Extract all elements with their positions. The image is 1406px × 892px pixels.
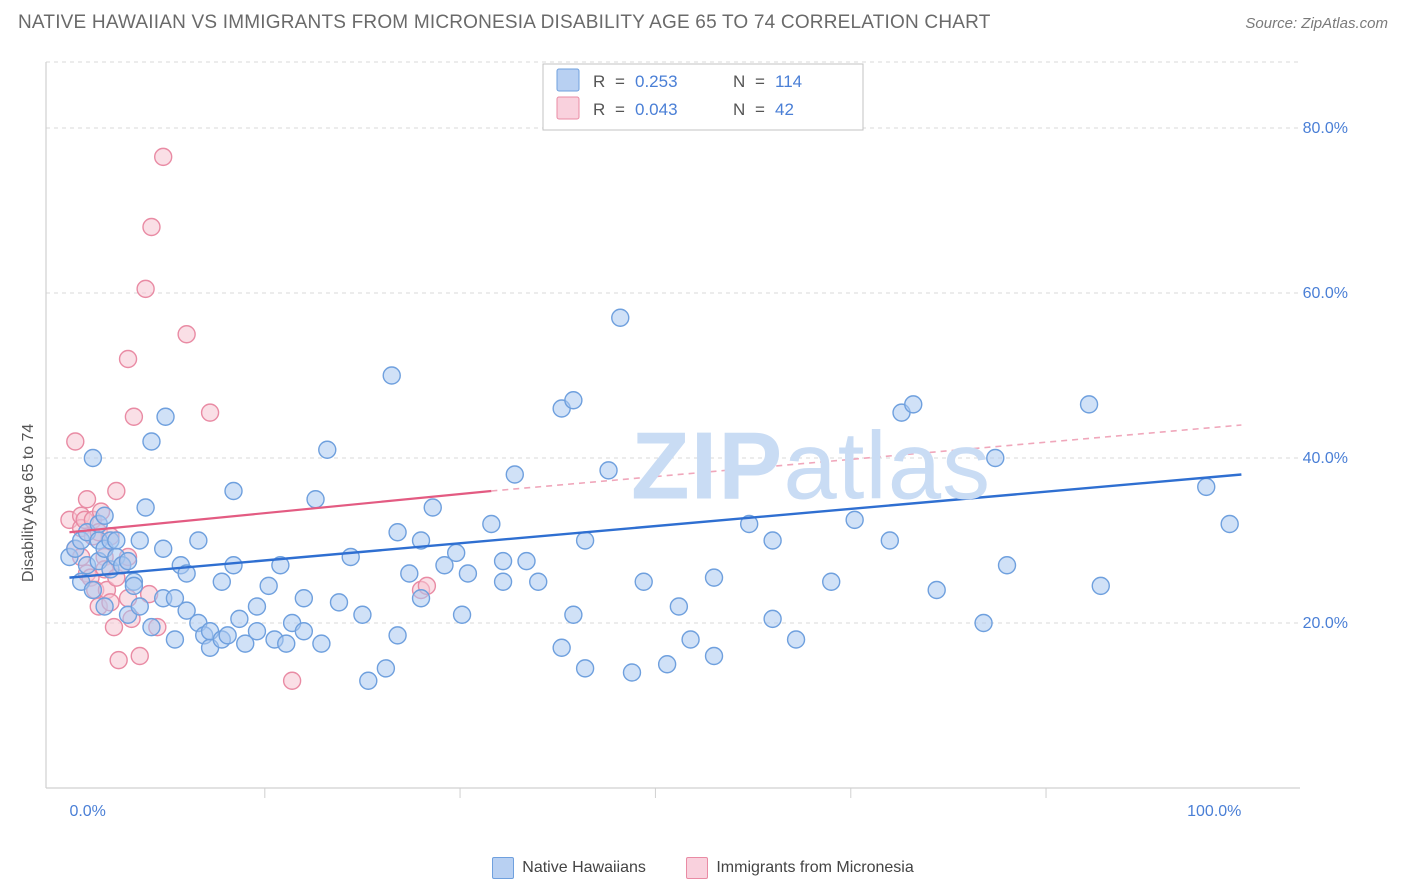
svg-text:0.253: 0.253 (635, 72, 678, 91)
legend-item-series1: Native Hawaiians (492, 857, 646, 879)
svg-text:0.0%: 0.0% (69, 803, 105, 820)
svg-text:N: N (733, 72, 745, 91)
scatter-plot: 20.0% 40.0% 60.0% 80.0% 0.0% 100.0% R = 0.253 N = 1… (40, 52, 1370, 837)
svg-text:42: 42 (775, 100, 794, 119)
chart-header: NATIVE HAWAIIAN VS IMMIGRANTS FROM MICRO… (18, 12, 1388, 34)
svg-text:N: N (733, 100, 745, 119)
y-axis-label: Disability Age 65 to 74 (20, 424, 38, 582)
svg-text:=: = (755, 72, 765, 91)
plot-area: Disability Age 65 to 74 20.0% 40.0% 60.0% 8… (0, 52, 1406, 892)
svg-text:R: R (593, 72, 605, 91)
svg-text:40.0%: 40.0% (1303, 450, 1348, 467)
legend-label-1: Native Hawaiians (522, 859, 646, 877)
legend-swatch-1 (492, 857, 514, 879)
svg-text:=: = (615, 100, 625, 119)
svg-text:0.043: 0.043 (635, 100, 678, 119)
bottom-legend: Native Hawaiians Immigrants from Microne… (0, 857, 1406, 884)
source-name: ZipAtlas.com (1301, 15, 1388, 32)
svg-text:=: = (755, 100, 765, 119)
source-prefix: Source: (1245, 15, 1301, 32)
svg-text:20.0%: 20.0% (1303, 615, 1348, 632)
chart-title: NATIVE HAWAIIAN VS IMMIGRANTS FROM MICRO… (18, 12, 991, 34)
legend-label-2: Immigrants from Micronesia (716, 859, 913, 877)
svg-text:60.0%: 60.0% (1303, 285, 1348, 302)
legend-item-series2: Immigrants from Micronesia (686, 857, 913, 879)
svg-text:=: = (615, 72, 625, 91)
svg-text:100.0%: 100.0% (1187, 803, 1241, 820)
legend-swatch-2 (686, 857, 708, 879)
svg-text:114: 114 (775, 72, 802, 91)
svg-text:R: R (593, 100, 605, 119)
svg-text:80.0%: 80.0% (1303, 120, 1348, 137)
chart-source: Source: ZipAtlas.com (1245, 15, 1388, 32)
